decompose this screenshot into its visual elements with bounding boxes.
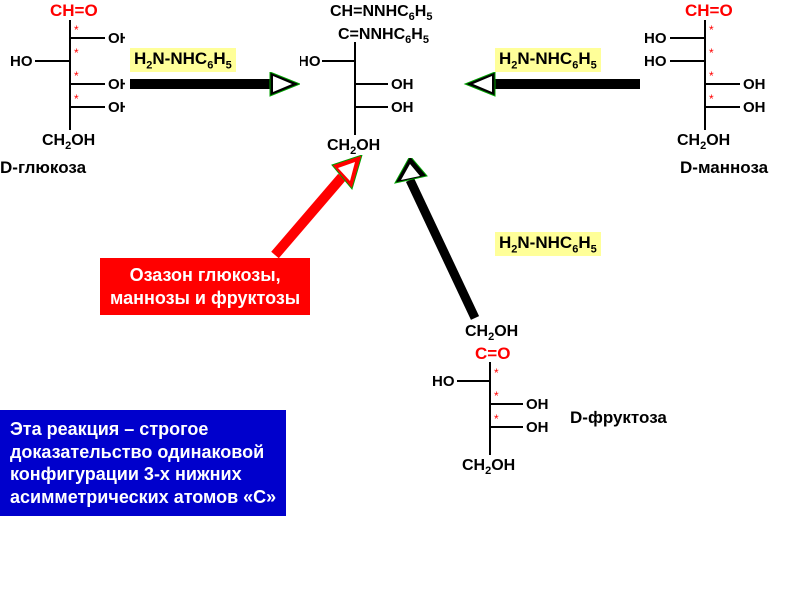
svg-text:OH: OH	[108, 76, 125, 93]
osazone-label-box: Озазон глюкозы, маннозы и фруктозы	[100, 258, 310, 315]
svg-text:CH2OH: CH2OH	[677, 132, 730, 150]
svg-text:*: *	[74, 92, 79, 106]
svg-text:*: *	[709, 92, 714, 106]
arrow-glucose	[130, 72, 300, 98]
bluebox-line2: доказательство одинаковой	[10, 441, 276, 464]
svg-text:HO: HO	[300, 53, 321, 70]
svg-text:CH2OH: CH2OH	[42, 132, 95, 150]
svg-text:HO: HO	[644, 53, 667, 70]
svg-text:OH: OH	[108, 99, 125, 116]
svg-text:CH=O: CH=O	[685, 1, 733, 20]
svg-text:*: *	[74, 69, 79, 83]
svg-text:C=NNHC6H5: C=NNHC6H5	[338, 26, 429, 46]
bluebox-line4: асимметрических атомов «С»	[10, 486, 276, 509]
svg-text:OH: OH	[743, 76, 766, 93]
arrow-fructose	[385, 158, 495, 328]
svg-text:C=O: C=O	[475, 344, 510, 363]
svg-text:CH2OH: CH2OH	[462, 457, 515, 477]
reagent-mannose: H2N-NHC6H5	[495, 48, 601, 72]
mannose-fischer: CH=O HO * HO * OH * OH * CH2OH	[640, 0, 770, 150]
svg-text:*: *	[709, 46, 714, 60]
svg-text:OH: OH	[526, 419, 549, 436]
fructose-fischer: CH2OH C=O HO* OH* OH* CH2OH	[430, 320, 560, 480]
svg-text:CH2OH: CH2OH	[327, 137, 380, 157]
svg-text:OH: OH	[391, 76, 414, 93]
svg-text:OH: OH	[526, 396, 549, 413]
redbox-line2: маннозы и фруктозы	[110, 287, 300, 310]
bluebox-line3: конфигурации 3-х нижних	[10, 463, 276, 486]
svg-text:HO: HO	[10, 53, 33, 70]
redbox-line1: Озазон глюкозы,	[110, 264, 300, 287]
svg-text:*: *	[74, 23, 79, 37]
svg-text:*: *	[494, 412, 499, 426]
glucose-fischer: CH=O OH * HO * OH * OH * CH2OH	[10, 0, 125, 150]
svg-text:*: *	[709, 69, 714, 83]
reagent-glucose: H2N-NHC6H5	[130, 48, 236, 72]
reagent-fructose: H2N-NHC6H5	[495, 232, 601, 256]
svg-text:HO: HO	[432, 373, 455, 390]
svg-text:OH: OH	[391, 99, 414, 116]
svg-text:*: *	[74, 46, 79, 60]
arrow-redbox	[260, 155, 370, 265]
svg-text:CH=NNHC6H5: CH=NNHC6H5	[330, 3, 432, 23]
bluebox-line1: Эта реакция – строгое	[10, 418, 276, 441]
fructose-label: D-фруктоза	[570, 408, 667, 428]
svg-text:*: *	[494, 389, 499, 403]
svg-text:*: *	[494, 366, 499, 380]
svg-text:OH: OH	[743, 99, 766, 116]
arrow-mannose	[460, 72, 640, 98]
svg-text:*: *	[709, 23, 714, 37]
svg-text:OH: OH	[108, 30, 125, 47]
explanation-box: Эта реакция – строгое доказательство оди…	[0, 410, 286, 516]
glucose-label: D-глюкоза	[0, 158, 86, 178]
svg-text:HO: HO	[644, 30, 667, 47]
svg-text:CH=O: CH=O	[50, 1, 98, 20]
mannose-label: D-манноза	[680, 158, 768, 178]
